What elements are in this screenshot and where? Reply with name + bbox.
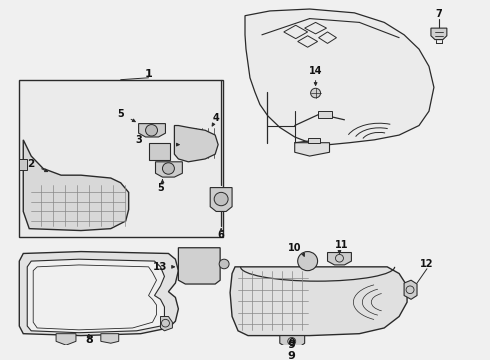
Text: 9: 9 xyxy=(288,351,295,360)
Polygon shape xyxy=(101,334,119,343)
Bar xyxy=(308,138,319,143)
Text: 5: 5 xyxy=(157,183,164,193)
Text: 10: 10 xyxy=(288,243,301,253)
Text: 8: 8 xyxy=(85,336,93,345)
Circle shape xyxy=(214,192,228,206)
Bar xyxy=(318,111,332,118)
Text: 3: 3 xyxy=(135,135,142,145)
Circle shape xyxy=(298,252,318,271)
Polygon shape xyxy=(174,126,218,162)
Polygon shape xyxy=(404,280,417,299)
Text: 13: 13 xyxy=(153,262,168,272)
Polygon shape xyxy=(431,28,447,40)
Circle shape xyxy=(311,88,320,98)
Circle shape xyxy=(219,259,229,269)
Polygon shape xyxy=(210,188,232,211)
Text: 5: 5 xyxy=(117,109,124,119)
Polygon shape xyxy=(139,123,166,137)
Polygon shape xyxy=(178,248,220,284)
Polygon shape xyxy=(23,140,129,230)
Polygon shape xyxy=(155,162,182,177)
Bar xyxy=(19,159,27,170)
Polygon shape xyxy=(230,267,407,336)
Bar xyxy=(148,143,171,160)
Text: 2: 2 xyxy=(27,159,35,169)
Polygon shape xyxy=(245,9,434,145)
Polygon shape xyxy=(19,252,178,336)
Polygon shape xyxy=(161,316,172,331)
Text: 9: 9 xyxy=(288,338,295,347)
Polygon shape xyxy=(280,336,305,348)
Text: 14: 14 xyxy=(309,66,322,76)
Circle shape xyxy=(163,163,174,174)
Text: 12: 12 xyxy=(420,259,434,269)
Text: 6: 6 xyxy=(218,230,224,240)
Text: 7: 7 xyxy=(436,9,442,19)
Circle shape xyxy=(146,125,157,136)
Polygon shape xyxy=(294,143,329,156)
Text: 9: 9 xyxy=(288,340,295,350)
Polygon shape xyxy=(27,259,165,333)
Bar xyxy=(19,80,223,237)
Polygon shape xyxy=(327,252,351,265)
Text: 1: 1 xyxy=(145,69,152,79)
Polygon shape xyxy=(56,334,76,345)
Text: 4: 4 xyxy=(213,113,220,123)
Text: 11: 11 xyxy=(335,240,348,250)
